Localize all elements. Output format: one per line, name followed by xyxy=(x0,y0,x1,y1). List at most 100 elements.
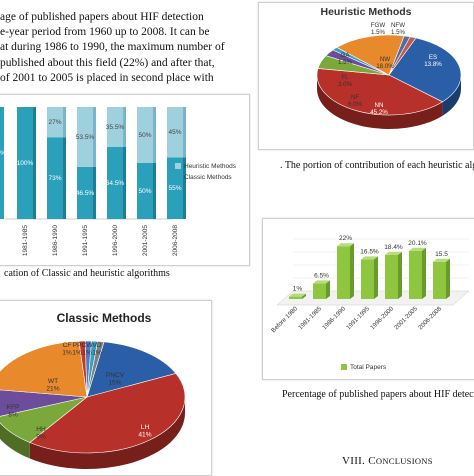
bar xyxy=(385,254,398,299)
pie-slice-name: WT xyxy=(48,378,58,385)
bar-tick-label: 1986-1990 xyxy=(321,305,347,331)
pie-slice-name: FGW xyxy=(371,22,386,29)
pie-slice xyxy=(0,396,88,443)
bar xyxy=(337,246,350,299)
pie-slice-label: 1% xyxy=(62,350,72,357)
bar xyxy=(433,261,446,299)
pie-slice-name: ES xyxy=(429,54,437,61)
bar-tick-label: 1996-2000 xyxy=(112,225,119,256)
bar-classic-side xyxy=(33,107,36,219)
pie-slice-name: PNCV xyxy=(106,372,125,379)
papers-bar-caption: Percentage of published papers about HIF… xyxy=(282,389,474,400)
bar-data-label: 46.5% xyxy=(76,190,95,197)
pie-slice-name: PP xyxy=(73,342,82,349)
bar-classic xyxy=(137,163,153,219)
bar-data-label: 18.4% xyxy=(384,244,403,251)
bar-classic xyxy=(47,137,63,219)
bar-classic xyxy=(167,157,183,219)
pie-slice xyxy=(86,341,105,398)
legend-item: Heuristic Methods xyxy=(175,163,236,170)
pie-slice-label: 1% xyxy=(92,350,102,357)
bar-classic xyxy=(17,107,33,219)
bar-classic-side xyxy=(123,146,126,219)
bar xyxy=(361,259,374,299)
stacked-bar-caption: cation of Classic and heuristic algorith… xyxy=(4,268,170,279)
pie-slice-name: CF xyxy=(63,342,72,349)
bar-side xyxy=(422,247,426,299)
bar-heuristic-side xyxy=(93,107,96,167)
classic-pie-title: Classic Methods xyxy=(56,311,152,325)
pie-slice xyxy=(0,340,88,398)
pie-slice-side xyxy=(442,75,461,116)
pie-slice-label: 1.5% xyxy=(371,29,386,36)
heuristic-pie-title: Heuristic Methods xyxy=(320,6,412,18)
bar-top xyxy=(409,247,426,251)
pie-slice-side xyxy=(29,397,185,469)
bar-heuristic xyxy=(47,107,63,138)
legend-swatch xyxy=(341,364,347,371)
pie-slice-name: LH xyxy=(141,424,150,431)
bar-classic-side xyxy=(153,163,156,219)
bar-data-label: 64.5% xyxy=(106,180,125,187)
papers-legend: Total Papers xyxy=(341,364,386,371)
bar-top xyxy=(337,243,354,247)
bar-top xyxy=(361,256,378,260)
pie-slice-label: 41% xyxy=(138,432,151,439)
bar-tick-label: 1981-1985 xyxy=(297,305,323,331)
bar-heuristic-side xyxy=(183,107,186,158)
section-heading: VIII. CONCLUSIONS xyxy=(342,455,433,467)
pie-slice-label: 15% xyxy=(108,380,121,387)
pie-slice xyxy=(86,341,177,398)
stacked-bar-panel: % 100% 1981-1985 27% 73% 1986-1990 53.5% 46.5% 1… xyxy=(0,94,250,266)
classic-pie-chart: PNCV15%LH41%HH9%KFP8%WT21%CF1%PP1%CW1%VD… xyxy=(0,340,186,469)
bar xyxy=(289,296,302,299)
stacked-legend: Heuristic Methods Classic Methods xyxy=(175,163,236,181)
bar-side xyxy=(350,243,354,299)
pie-slice-name: NW xyxy=(380,56,390,63)
bar-heuristic-side xyxy=(153,107,156,163)
bar-data-label: 16.5% xyxy=(360,248,379,255)
bar-data-label: 6.5% xyxy=(314,272,329,279)
bar-data-label: 53.5% xyxy=(76,134,95,141)
bar-classic xyxy=(107,146,123,219)
bar-classic-side xyxy=(63,137,66,219)
bar-data-label: 73% xyxy=(48,175,61,182)
bar-side xyxy=(326,280,330,299)
bar-data-label: 50% xyxy=(138,188,151,195)
bar-heuristic xyxy=(107,107,123,147)
bar-data-label: 55% xyxy=(168,185,181,192)
bar-tick-label: 2001-2005 xyxy=(393,305,419,331)
pie-slice-name: FL xyxy=(341,74,349,81)
bar-top xyxy=(433,258,450,262)
bar xyxy=(313,283,326,299)
pie-slice-label: 13.8% xyxy=(424,61,442,68)
legend-swatch xyxy=(175,163,181,170)
bar-tick-label: 2006-2008 xyxy=(417,305,443,331)
bar-tick-label: 1996-2000 xyxy=(369,305,395,331)
pie-slice-label: 18.0% xyxy=(376,63,394,70)
pie-slice xyxy=(388,37,462,103)
pie-slice xyxy=(336,34,405,76)
pie-slice-name: HH xyxy=(36,426,46,433)
bar-tick-label: 2001-2005 xyxy=(142,225,149,256)
bar-top xyxy=(385,251,402,255)
classic-pie-panel: Classic Methods PNCV 15% LH 41% HH 9% KFP 8% WT 2… xyxy=(0,300,212,476)
bar-data-label: 45% xyxy=(168,129,181,136)
pie-slice-label: 1.5% xyxy=(338,59,353,66)
pie-slice-label: 9% xyxy=(36,434,46,441)
bar-data-label: % xyxy=(0,150,6,157)
bar-heuristic xyxy=(77,107,93,167)
pie-slice-label: 1% xyxy=(72,350,82,357)
bar xyxy=(409,250,422,299)
legend-item: Classic Methods xyxy=(175,174,236,181)
pie-slice-name: NF xyxy=(351,94,359,101)
bar-data-label: 27% xyxy=(48,119,61,126)
bar-heuristic-side xyxy=(63,107,66,138)
bar-tick-label: 1991-1995 xyxy=(82,225,89,256)
pie-slice-label: 45.2% xyxy=(370,109,388,116)
pie-slice-side xyxy=(0,422,30,459)
bar-classic xyxy=(0,107,4,219)
pie-slice-label: 3.0% xyxy=(338,81,353,88)
bar-tick-label: 2006-2008 xyxy=(172,225,179,256)
